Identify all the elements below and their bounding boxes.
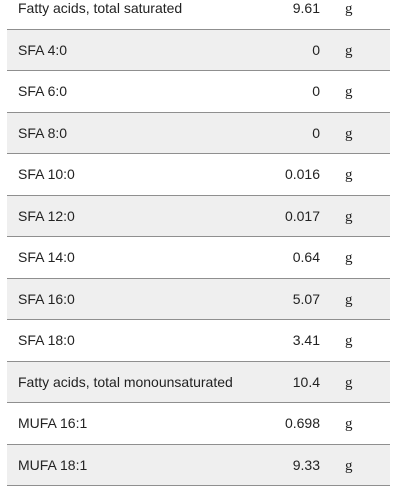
table-row: SFA 10:0 0.016 g xyxy=(7,154,390,196)
table-row: SFA 12:0 0.017 g xyxy=(7,195,390,237)
nutrient-value: 3.41 xyxy=(292,332,320,349)
nutrient-unit: g xyxy=(345,42,353,59)
table-row: SFA 18:0 3.41 g xyxy=(7,320,390,362)
nutrient-unit: g xyxy=(345,374,353,391)
nutrient-name: SFA 14:0 xyxy=(18,249,75,266)
nutrient-unit: g xyxy=(345,84,353,101)
nutrient-unit: g xyxy=(345,125,353,142)
nutrient-unit: g xyxy=(345,167,353,184)
nutrient-value: 0.64 xyxy=(292,249,320,266)
nutrient-unit: g xyxy=(345,291,353,308)
nutrient-name: SFA 4:0 xyxy=(18,41,68,58)
nutrient-name: SFA 6:0 xyxy=(18,83,68,100)
nutrient-value: 5.07 xyxy=(292,290,320,307)
nutrient-name: SFA 16:0 xyxy=(18,290,75,307)
nutrient-value: 0.017 xyxy=(284,207,320,224)
nutrient-value: 9.33 xyxy=(292,456,320,473)
nutrient-name: SFA 12:0 xyxy=(18,207,75,224)
table-row: SFA 14:0 0.64 g xyxy=(7,237,390,279)
nutrient-unit: g xyxy=(345,208,353,225)
fatty-acids-table: Fatty acids, total saturated 9.61 g SFA … xyxy=(7,0,390,486)
table-row: MUFA 18:1 9.33 g xyxy=(7,444,390,486)
table-row: SFA 6:0 0 g xyxy=(7,71,390,113)
table-row: Fatty acids, total monounsaturated 10.4 … xyxy=(7,361,390,403)
nutrient-unit: g xyxy=(345,416,353,433)
table-row: MUFA 16:1 0.698 g xyxy=(7,403,390,445)
nutrient-name: MUFA 18:1 xyxy=(18,456,88,473)
nutrient-name: SFA 18:0 xyxy=(18,332,75,349)
table-row: Fatty acids, total saturated 9.61 g xyxy=(7,0,390,30)
nutrient-unit: g xyxy=(345,333,353,350)
nutrient-value: 9.61 xyxy=(292,0,320,17)
nutrient-value: 0 xyxy=(312,83,320,100)
nutrient-name: Fatty acids, total saturated xyxy=(18,0,183,17)
nutrient-value: 0 xyxy=(312,124,320,141)
table-row: SFA 8:0 0 g xyxy=(7,112,390,154)
nutrient-name: MUFA 16:1 xyxy=(18,415,88,432)
nutrient-value: 0.016 xyxy=(284,166,320,183)
table-row: SFA 16:0 5.07 g xyxy=(7,278,390,320)
nutrient-name: Fatty acids, total monounsaturated xyxy=(18,373,233,390)
nutrient-name: SFA 10:0 xyxy=(18,166,75,183)
nutrient-unit: g xyxy=(345,1,353,18)
nutrient-unit: g xyxy=(345,457,353,474)
nutrient-value: 0.698 xyxy=(284,415,320,432)
nutrient-value: 0 xyxy=(312,41,320,58)
nutrient-name: SFA 8:0 xyxy=(18,124,68,141)
table-row: SFA 4:0 0 g xyxy=(7,29,390,71)
nutrient-value: 10.4 xyxy=(292,373,320,390)
nutrient-unit: g xyxy=(345,250,353,267)
